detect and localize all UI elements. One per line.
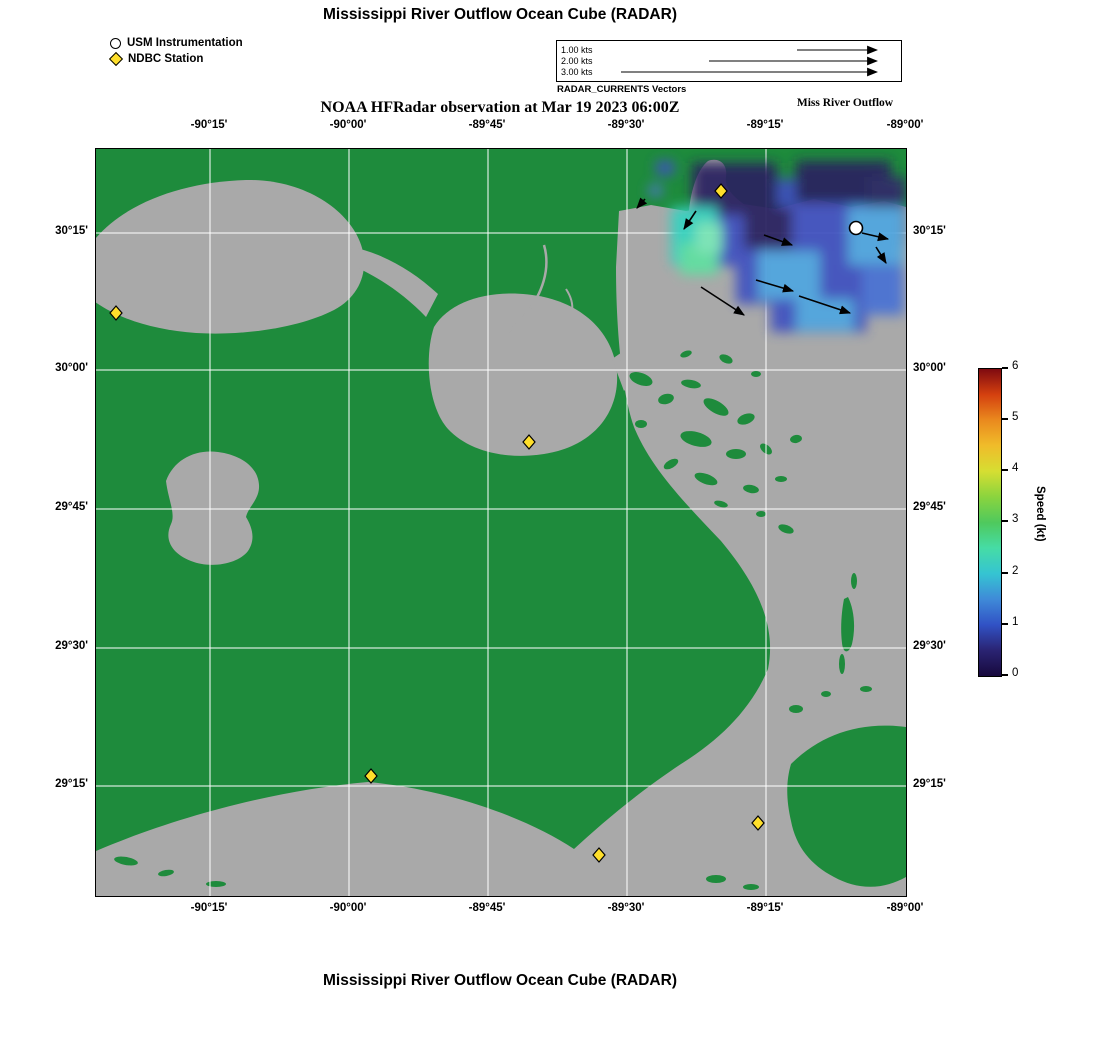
vector-scale-label-1: 1.00 kts xyxy=(561,45,593,55)
lon-tick-label: -89°45' xyxy=(468,119,506,131)
colorbar-tick-label: 2 xyxy=(1012,565,1019,577)
figure-title-top: Mississippi River Outflow Ocean Cube (RA… xyxy=(323,6,677,23)
colorbar-tick xyxy=(1002,623,1008,625)
river-channel xyxy=(503,244,548,337)
colorbar-tick-label: 1 xyxy=(1012,616,1019,628)
colorbar-tick-label: 0 xyxy=(1012,667,1019,679)
lat-tick-label: 29°45' xyxy=(913,501,946,513)
usm-circle-icon xyxy=(110,37,121,49)
colorbar-tick-label: 6 xyxy=(1012,360,1019,372)
speed-colorbar xyxy=(978,368,1002,677)
colorbar-tick-label: 5 xyxy=(1012,411,1019,423)
lat-tick-label: 29°45' xyxy=(55,501,88,513)
barrier-islands xyxy=(839,573,857,674)
ndbc-station-marker xyxy=(592,847,606,863)
figure-title-bottom: Mississippi River Outflow Ocean Cube (RA… xyxy=(323,972,677,989)
observation-title: NOAA HFRadar observation at Mar 19 2023 … xyxy=(320,99,680,116)
ndbc-diamond-icon xyxy=(108,51,124,67)
ndbc-station-marker xyxy=(364,768,378,784)
vector-scale-box: 1.00 kts 2.00 kts 3.00 kts xyxy=(556,40,902,82)
symbol-legend: USM Instrumentation NDBC Station xyxy=(108,35,243,67)
lon-tick-label: -90°00' xyxy=(329,902,367,914)
colorbar-tick xyxy=(1002,418,1008,420)
lon-tick-label: -89°30' xyxy=(607,119,645,131)
vector-scale-caption: RADAR_CURRENTS Vectors xyxy=(557,84,687,95)
map-svg xyxy=(96,149,906,896)
map xyxy=(95,148,907,897)
colorbar-tick xyxy=(1002,572,1008,574)
lake-borgne xyxy=(428,293,618,456)
lat-tick-label: 30°00' xyxy=(55,362,88,374)
usm-station-marker xyxy=(848,220,864,236)
lat-tick-label: 29°15' xyxy=(913,778,946,790)
ndbc-station-marker xyxy=(714,183,728,199)
colorbar-tick xyxy=(1002,520,1008,522)
lon-tick-label: -89°45' xyxy=(468,902,506,914)
colorbar-tick xyxy=(1002,367,1008,369)
lon-tick-label: -90°00' xyxy=(329,119,367,131)
ndbc-station-marker xyxy=(751,815,765,831)
lake-pontchartrain xyxy=(96,179,365,334)
legend-row-ndbc: NDBC Station xyxy=(108,51,243,67)
lon-tick-label: -90°15' xyxy=(190,902,228,914)
lat-tick-label: 29°30' xyxy=(913,640,946,652)
lon-tick-label: -89°00' xyxy=(886,902,924,914)
colorbar-tick-label: 4 xyxy=(1012,462,1019,474)
legend-label-usm: USM Instrumentation xyxy=(127,37,243,49)
vector-scale-arrows: 1.00 kts 2.00 kts 3.00 kts xyxy=(561,45,879,77)
river-channel xyxy=(560,288,574,332)
current-vector-arrows xyxy=(636,197,890,316)
colorbar-tick xyxy=(1002,674,1008,676)
vector-scale-label-2: 2.00 kts xyxy=(561,56,593,66)
delta-land xyxy=(787,725,906,887)
rigolets-channel xyxy=(346,247,438,317)
lat-tick-label: 30°00' xyxy=(913,362,946,374)
colorbar-tick xyxy=(1002,469,1008,471)
marsh-islands xyxy=(629,350,872,713)
inland-lake xyxy=(166,451,260,565)
lat-tick-label: 30°15' xyxy=(913,225,946,237)
legend-row-usm: USM Instrumentation xyxy=(110,35,243,51)
lat-tick-label: 30°15' xyxy=(55,225,88,237)
coastal-islets xyxy=(114,856,759,890)
colorbar-tick-label: 3 xyxy=(1012,513,1019,525)
lat-tick-label: 29°15' xyxy=(55,778,88,790)
ndbc-station-marker xyxy=(109,305,123,321)
colorbar-axis-label: Speed (kt) xyxy=(1034,486,1046,542)
lon-tick-label: -90°15' xyxy=(190,119,228,131)
vector-scale-label-3: 3.00 kts xyxy=(561,67,593,77)
lon-tick-label: -89°15' xyxy=(746,902,784,914)
ndbc-station-markers xyxy=(109,183,765,863)
region-note: Miss River Outflow xyxy=(796,97,894,109)
legend-label-ndbc: NDBC Station xyxy=(128,53,204,65)
ndbc-station-marker xyxy=(522,434,536,450)
lon-tick-label: -89°00' xyxy=(886,119,924,131)
lat-tick-label: 29°30' xyxy=(55,640,88,652)
lon-tick-label: -89°30' xyxy=(607,902,645,914)
lon-tick-label: -89°15' xyxy=(746,119,784,131)
sound-and-gulf-water xyxy=(96,199,906,896)
